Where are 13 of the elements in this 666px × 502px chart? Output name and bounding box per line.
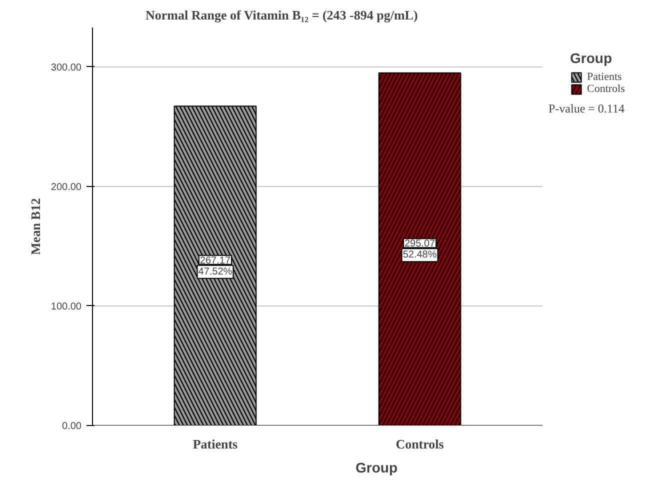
data-label: 267.17 47.52% <box>198 255 232 278</box>
legend-label: Controls <box>587 83 625 95</box>
chart-title: Normal Range of Vitamin B₁₂ = (243 -894 pg/mL) <box>146 8 418 22</box>
text: P-value = 0.114 <box>548 102 624 116</box>
y-tick-label: 100.00 <box>50 301 82 312</box>
y-axis-title: Mean B12 <box>28 198 43 255</box>
legend-title: Group <box>570 50 613 66</box>
legend-label: Patients <box>587 71 622 83</box>
data-label: 295.07 52.48% <box>402 238 437 261</box>
x-axis-title: Group <box>356 460 398 476</box>
y-tick-label: 0.00 <box>62 421 82 432</box>
y-tick-label: 300.00 <box>50 62 82 74</box>
y-tick-label: 200.00 <box>50 182 82 193</box>
